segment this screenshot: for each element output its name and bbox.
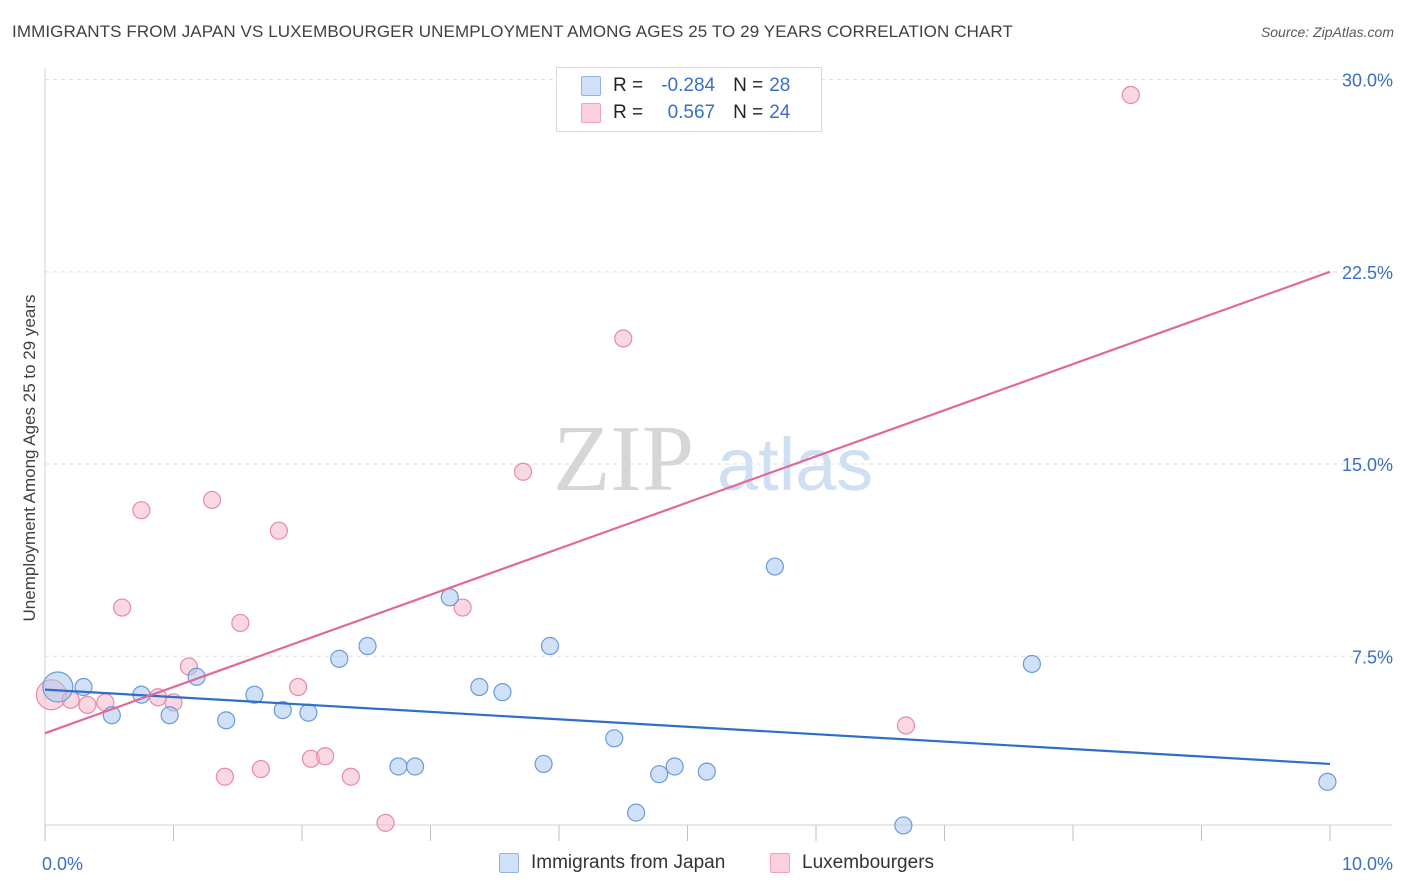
point-luxembourgers: [202, 490, 222, 510]
trend-lines: [44, 270, 1331, 766]
legend-n-label: N =: [733, 75, 764, 96]
legend-n-label: N =: [733, 102, 764, 123]
point-japan: [650, 765, 669, 784]
point-japan: [160, 706, 179, 725]
point-luxembourgers: [614, 329, 633, 348]
point-japan: [405, 757, 425, 776]
x-tick-label: 0.0%: [42, 854, 83, 874]
watermark: ZIP atlas: [553, 407, 873, 511]
bottom-legend-swatch-luxembourgers: [770, 853, 790, 873]
bottom-legend-swatch-japan: [499, 853, 519, 873]
series-luxembourgers-points: [35, 85, 1140, 832]
point-luxembourgers: [215, 767, 234, 786]
point-luxembourgers: [316, 747, 335, 766]
bottom-legend-luxembourgers: Luxembourgers: [770, 852, 934, 874]
trend-line-luxembourgers: [44, 270, 1331, 735]
point-japan: [534, 754, 553, 774]
correlation-legend: R = -0.284 N = 28 R = 0.567 N = 24: [556, 67, 822, 132]
x-tick-label: 10.0%: [1342, 854, 1393, 874]
series-japan-points: [42, 557, 1337, 835]
y-tick-label: 22.5%: [1342, 263, 1393, 283]
y-tick-label: 30.0%: [1342, 71, 1393, 91]
point-japan: [605, 729, 624, 748]
legend-r-label: R =: [613, 102, 644, 123]
y-tick-label: 7.5%: [1352, 647, 1393, 667]
point-japan: [1022, 654, 1041, 674]
point-japan: [217, 711, 236, 730]
trend-line-japan: [44, 688, 1331, 766]
point-luxembourgers: [231, 613, 250, 633]
watermark-zip: ZIP: [553, 407, 694, 511]
point-japan: [765, 557, 784, 576]
legend-swatch-japan: [581, 76, 601, 96]
legend-row-luxembourgers: R = 0.567 N = 24: [581, 101, 790, 125]
point-luxembourgers: [112, 598, 132, 617]
gridlines: [45, 79, 1392, 657]
point-japan: [389, 757, 408, 776]
bottom-legend-japan: Immigrants from Japan: [499, 852, 725, 874]
point-luxembourgers: [896, 716, 916, 735]
legend-r-label: R =: [613, 75, 644, 96]
point-japan: [665, 757, 684, 776]
chart-title: IMMIGRANTS FROM JAPAN VS LUXEMBOURGER UN…: [12, 22, 1013, 41]
point-japan: [1318, 772, 1337, 791]
point-japan: [540, 636, 560, 656]
point-japan: [299, 703, 318, 722]
point-japan: [42, 671, 74, 703]
point-japan: [330, 649, 349, 668]
bottom-legend-label-luxembourgers: Luxembourgers: [802, 852, 935, 873]
point-japan: [245, 685, 264, 704]
y-tick-label: 15.0%: [1342, 455, 1393, 475]
point-luxembourgers: [376, 813, 395, 832]
y-axis-label: Unemployment Among Ages 25 to 29 years: [20, 294, 39, 622]
legend-swatch-luxembourgers: [581, 103, 601, 123]
point-japan: [493, 683, 512, 702]
point-luxembourgers: [78, 695, 97, 715]
point-japan: [273, 700, 292, 720]
legend-n-value: 28: [769, 75, 791, 96]
point-japan: [358, 636, 377, 656]
bottom-legend-label-japan: Immigrants from Japan: [531, 852, 726, 873]
point-japan: [697, 762, 716, 781]
point-luxembourgers: [289, 677, 308, 697]
point-luxembourgers: [269, 521, 288, 540]
point-luxembourgers: [1121, 85, 1140, 105]
point-luxembourgers: [251, 759, 270, 779]
point-japan: [470, 677, 489, 697]
point-luxembourgers: [453, 598, 472, 617]
tick-labels: 7.5% 15.0% 22.5% 30.0% 0.0% 10.0%: [42, 71, 1393, 874]
point-luxembourgers: [513, 462, 533, 481]
point-japan: [626, 803, 646, 822]
legend-row-japan: R = -0.284 N = 28: [581, 74, 790, 98]
point-japan: [894, 816, 913, 835]
legend-n-value: 24: [769, 102, 791, 123]
legend-r-value: -0.284: [661, 75, 716, 96]
source-credit: Source: ZipAtlas.com: [1260, 24, 1394, 40]
point-luxembourgers: [341, 767, 360, 786]
point-luxembourgers: [132, 501, 151, 520]
point-japan: [440, 588, 459, 607]
legend-r-value: 0.567: [667, 102, 716, 123]
